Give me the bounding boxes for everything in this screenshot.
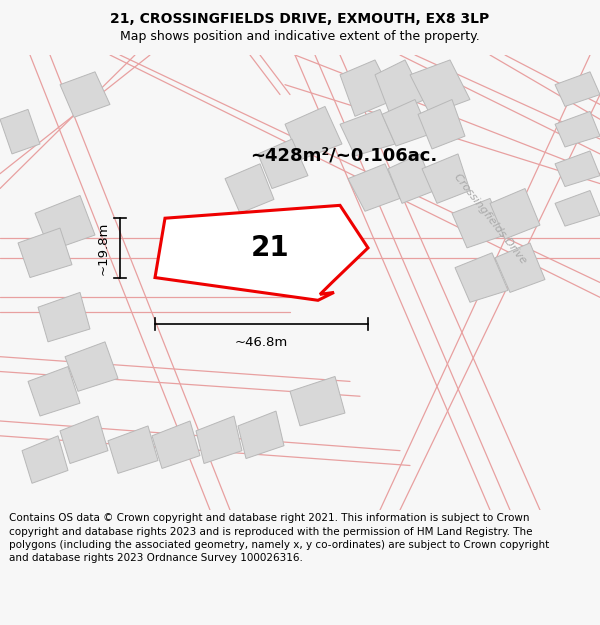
Polygon shape: [35, 196, 95, 251]
Polygon shape: [290, 376, 345, 426]
Polygon shape: [382, 99, 430, 146]
Polygon shape: [340, 109, 395, 156]
Polygon shape: [60, 416, 108, 464]
Polygon shape: [0, 109, 40, 154]
Text: ~428m²/~0.106ac.: ~428m²/~0.106ac.: [250, 147, 437, 165]
Polygon shape: [418, 99, 465, 149]
Polygon shape: [65, 342, 118, 391]
Polygon shape: [388, 154, 435, 203]
Polygon shape: [28, 367, 80, 416]
Polygon shape: [22, 436, 68, 483]
Polygon shape: [555, 191, 600, 226]
Polygon shape: [495, 243, 545, 292]
Text: 21, CROSSINGFIELDS DRIVE, EXMOUTH, EX8 3LP: 21, CROSSINGFIELDS DRIVE, EXMOUTH, EX8 3…: [110, 12, 490, 26]
Polygon shape: [285, 106, 342, 160]
Text: 21: 21: [251, 234, 289, 262]
Polygon shape: [348, 164, 400, 211]
Polygon shape: [225, 164, 274, 213]
Polygon shape: [18, 228, 72, 278]
Text: ~46.8m: ~46.8m: [235, 336, 288, 349]
Polygon shape: [238, 411, 284, 459]
Polygon shape: [555, 111, 600, 147]
Polygon shape: [60, 72, 110, 118]
Polygon shape: [410, 60, 470, 114]
Polygon shape: [155, 206, 368, 300]
Polygon shape: [258, 139, 308, 189]
Text: Crossingfields Drive: Crossingfields Drive: [452, 171, 528, 265]
Text: Contains OS data © Crown copyright and database right 2021. This information is : Contains OS data © Crown copyright and d…: [9, 514, 549, 563]
Polygon shape: [555, 72, 600, 106]
Polygon shape: [455, 253, 508, 302]
Polygon shape: [452, 198, 505, 248]
Text: Map shows position and indicative extent of the property.: Map shows position and indicative extent…: [120, 30, 480, 43]
Polygon shape: [422, 154, 470, 203]
Polygon shape: [340, 60, 395, 116]
Polygon shape: [555, 151, 600, 186]
Polygon shape: [152, 421, 200, 469]
Polygon shape: [196, 416, 242, 464]
Polygon shape: [490, 189, 540, 239]
Polygon shape: [108, 426, 158, 473]
Polygon shape: [38, 292, 90, 342]
Text: ~19.8m: ~19.8m: [97, 221, 110, 274]
Polygon shape: [375, 60, 425, 114]
